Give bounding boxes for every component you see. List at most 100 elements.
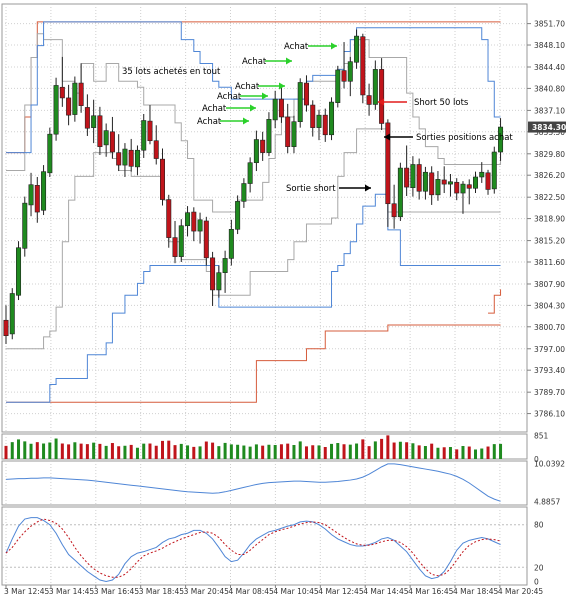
- volume-bar: [417, 445, 421, 459]
- volume-tick-label: 851: [534, 431, 549, 440]
- y-tick-label: 3811.60: [534, 258, 565, 267]
- ann-achat-5-arrow-head: [286, 57, 292, 65]
- candle: [266, 112, 272, 157]
- candle: [103, 123, 109, 157]
- candle: [366, 83, 372, 116]
- candle: [322, 108, 328, 142]
- candle: [3, 305, 9, 345]
- candle-body: [385, 122, 391, 205]
- ann-short-50-arrow-head: [378, 98, 384, 106]
- candle-body: [72, 82, 78, 115]
- volume-bar: [311, 445, 315, 459]
- volume-bar: [92, 442, 96, 459]
- outer-lower-channel: [6, 193, 501, 403]
- candle-body: [166, 199, 172, 238]
- price-y-axis: 3851.703848.103844.403840.803837.103833.…: [527, 20, 565, 419]
- ann-35-lots: 35 lots achetés en tout: [122, 66, 221, 77]
- candle-body: [47, 133, 53, 174]
- candle-body: [160, 158, 166, 200]
- candle-body: [191, 211, 197, 232]
- indicator-tick-label: 4.8857: [534, 497, 560, 506]
- candles: [3, 29, 504, 345]
- volume-bar: [348, 444, 352, 459]
- volume-bar: [279, 444, 283, 459]
- candle-body: [372, 69, 378, 105]
- candle: [9, 288, 15, 340]
- volume-y-axis: 851 0: [534, 431, 549, 464]
- y-tick-label: 3848.10: [534, 41, 565, 50]
- candle: [178, 219, 184, 262]
- candle-body: [210, 257, 216, 291]
- candle-body: [103, 130, 109, 146]
- candle: [97, 106, 103, 155]
- volume-bar: [248, 446, 252, 459]
- volume-bar: [217, 446, 221, 459]
- candle-body: [222, 258, 228, 273]
- volume-bar: [242, 445, 246, 459]
- candle-body: [422, 171, 428, 192]
- ann-short-50: Short 50 lots: [378, 98, 469, 108]
- volume-bar: [236, 444, 240, 459]
- candle: [53, 77, 59, 141]
- candle: [329, 97, 335, 141]
- candle: [285, 103, 291, 154]
- volume-bar: [135, 447, 139, 459]
- candle-body: [16, 247, 22, 296]
- volume-bar: [211, 442, 215, 459]
- ann-sorties-text: Sorties positions achat: [416, 133, 513, 143]
- candle-body: [485, 172, 491, 190]
- stochastic-panel: 80 20 0: [2, 517, 544, 586]
- volume-bar: [286, 443, 290, 459]
- y-tick-label: 3829.80: [534, 150, 565, 159]
- candle-body: [141, 120, 147, 151]
- volume-bar: [79, 443, 83, 459]
- candle-body: [260, 139, 266, 153]
- candle-body: [360, 36, 366, 96]
- panel-frame-vol: [1, 433, 528, 460]
- ann-achat-2-arrow-head: [250, 104, 256, 112]
- x-tick-label: 4 Mar 08:45: [229, 587, 275, 596]
- outer-upper-channel: [6, 21, 501, 154]
- volume-bar: [411, 443, 415, 459]
- candle-body: [91, 115, 97, 128]
- candle: [28, 172, 34, 217]
- candle: [460, 181, 466, 214]
- candle: [210, 251, 216, 306]
- y-tick-label: 3844.40: [534, 63, 565, 72]
- volume-bar: [467, 446, 471, 459]
- candle: [235, 195, 241, 235]
- candle: [134, 145, 140, 176]
- volume-bar: [380, 438, 384, 459]
- volume-bar: [42, 443, 46, 459]
- y-tick-label: 3815.20: [534, 237, 565, 246]
- candle-body: [379, 69, 385, 124]
- volume-bar: [73, 442, 77, 459]
- volume-bar: [110, 443, 114, 459]
- candle-body: [66, 97, 72, 116]
- volume-bar: [430, 443, 434, 459]
- candle: [391, 184, 397, 229]
- x-tick-label: 3 Mar 18:45: [139, 587, 185, 596]
- volume-bar: [148, 443, 152, 459]
- volume-bar: [267, 444, 271, 459]
- volume-bar: [392, 442, 396, 459]
- ann-achat-6-text: Achat: [284, 42, 309, 52]
- candle: [147, 105, 153, 145]
- volume-bar: [492, 444, 496, 459]
- ann-sorties-arrow-head: [384, 133, 390, 141]
- candle: [297, 78, 303, 128]
- volume-bar: [323, 447, 327, 459]
- candle-body: [134, 149, 140, 168]
- x-axis: 3 Mar 12:45 3 Mar 14:45 3 Mar 16:45 3 Mar 1…: [4, 585, 543, 596]
- candle: [447, 174, 453, 197]
- stoch-tick-label: 20: [534, 563, 544, 572]
- volume-bar: [154, 445, 158, 459]
- volume-bar: [35, 442, 39, 459]
- candle-body: [247, 162, 253, 184]
- candle-body: [278, 98, 284, 118]
- candle: [247, 157, 253, 193]
- ann-achat-3-text: Achat: [217, 92, 242, 102]
- volume-bar: [67, 444, 71, 459]
- candle: [372, 60, 378, 110]
